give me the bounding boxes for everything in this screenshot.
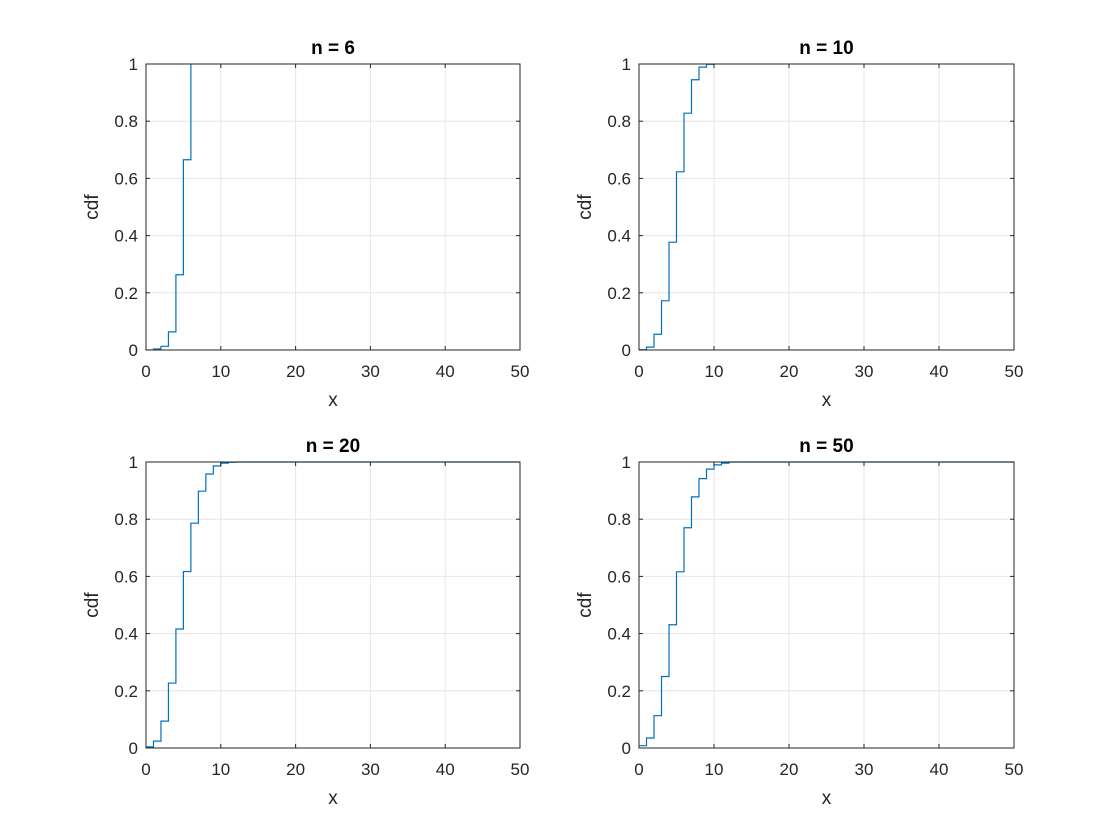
x-tick-label: 40 [930, 760, 949, 779]
subplot-4: 0 10 20 30 40 50 0 0.2 0.4 0.6 0.8 1 x cdf n = 50 [575, 436, 1023, 809]
axes-background [639, 64, 1014, 350]
y-tick-label: 0.2 [607, 682, 631, 701]
x-axis-label: x [822, 788, 832, 809]
y-tick-label: 0.6 [607, 169, 631, 188]
y-tick-label: 0.4 [114, 625, 138, 644]
axes-box [145, 63, 521, 351]
x-tick-label: 40 [436, 362, 455, 381]
y-tick-label: 0 [129, 341, 138, 360]
y-tick-label: 0.4 [114, 227, 138, 246]
cdf-series-line [146, 64, 192, 351]
x-tick-label: 10 [211, 362, 230, 381]
y-tick-label: 0.2 [607, 284, 631, 303]
y-tick-label: 0.6 [607, 567, 631, 586]
panel-title: n = 50 [799, 436, 853, 457]
x-tick-label: 20 [780, 362, 799, 381]
x-tick-label: 0 [634, 760, 643, 779]
y-axis-label: cdf [82, 592, 103, 618]
x-axis-label: x [328, 788, 338, 809]
y-tick-label: 0.6 [114, 567, 138, 586]
panel-title: n = 10 [799, 38, 853, 59]
x-tick-label: 30 [855, 362, 874, 381]
y-tick-label: 0.8 [114, 112, 138, 131]
x-tick-label: 10 [705, 760, 724, 779]
x-tick-label: 40 [436, 760, 455, 779]
cdf-series-line [639, 461, 1014, 747]
x-axis-label: x [328, 390, 338, 411]
y-axis-label: cdf [575, 592, 596, 618]
axes-background [146, 64, 520, 350]
y-tick-label: 0.8 [607, 510, 631, 529]
y-axis-label: cdf [575, 194, 596, 220]
axes-background [639, 462, 1014, 748]
y-tick-label: 0.2 [114, 682, 138, 701]
subplot-3: 0 10 20 30 40 50 0 0.2 0.4 0.6 0.8 1 x cdf n = 20 [82, 436, 529, 809]
x-tick-label: 30 [361, 362, 380, 381]
axes-background [146, 462, 520, 748]
x-tick-label: 20 [286, 362, 305, 381]
panel-title: n = 20 [306, 436, 360, 457]
y-tick-label: 0.2 [114, 284, 138, 303]
y-tick-label: 0 [129, 739, 138, 758]
y-tick-label: 0.4 [607, 625, 631, 644]
y-tick-label: 0.8 [114, 510, 138, 529]
x-tick-label: 30 [855, 760, 874, 779]
axes-box [638, 63, 1015, 351]
y-tick-label: 0.8 [607, 112, 631, 131]
x-tick-label: 50 [511, 362, 530, 381]
x-tick-label: 0 [634, 362, 643, 381]
x-tick-label: 50 [1005, 760, 1024, 779]
y-tick-label: 0.6 [114, 169, 138, 188]
x-tick-label: 10 [211, 760, 230, 779]
x-tick-label: 40 [930, 362, 949, 381]
x-tick-label: 20 [780, 760, 799, 779]
y-tick-label: 1 [129, 55, 138, 74]
axes-box [638, 461, 1015, 749]
y-tick-label: 1 [129, 453, 138, 472]
x-tick-label: 50 [511, 760, 530, 779]
x-tick-label: 10 [705, 362, 724, 381]
x-tick-label: 20 [286, 760, 305, 779]
y-tick-label: 1 [622, 55, 631, 74]
panel-title: n = 6 [311, 38, 355, 59]
y-tick-label: 1 [622, 453, 631, 472]
subplot-2: 0 10 20 30 40 50 0 0.2 0.4 0.6 0.8 1 x cdf n = 10 [575, 38, 1023, 411]
cdf-series-line [639, 63, 715, 351]
x-axis-label: x [822, 390, 832, 411]
y-axis-label: cdf [82, 194, 103, 220]
x-tick-label: 0 [141, 362, 150, 381]
subplot-1: 0 10 20 30 40 50 0 0.2 0.4 0.6 0.8 1 x cdf n = 6 [82, 38, 529, 411]
axes-box [145, 461, 521, 749]
x-tick-label: 50 [1005, 362, 1024, 381]
y-tick-label: 0 [622, 739, 631, 758]
x-tick-label: 30 [361, 760, 380, 779]
x-tick-label: 0 [141, 760, 150, 779]
y-tick-label: 0.4 [607, 227, 631, 246]
y-tick-label: 0 [622, 341, 631, 360]
